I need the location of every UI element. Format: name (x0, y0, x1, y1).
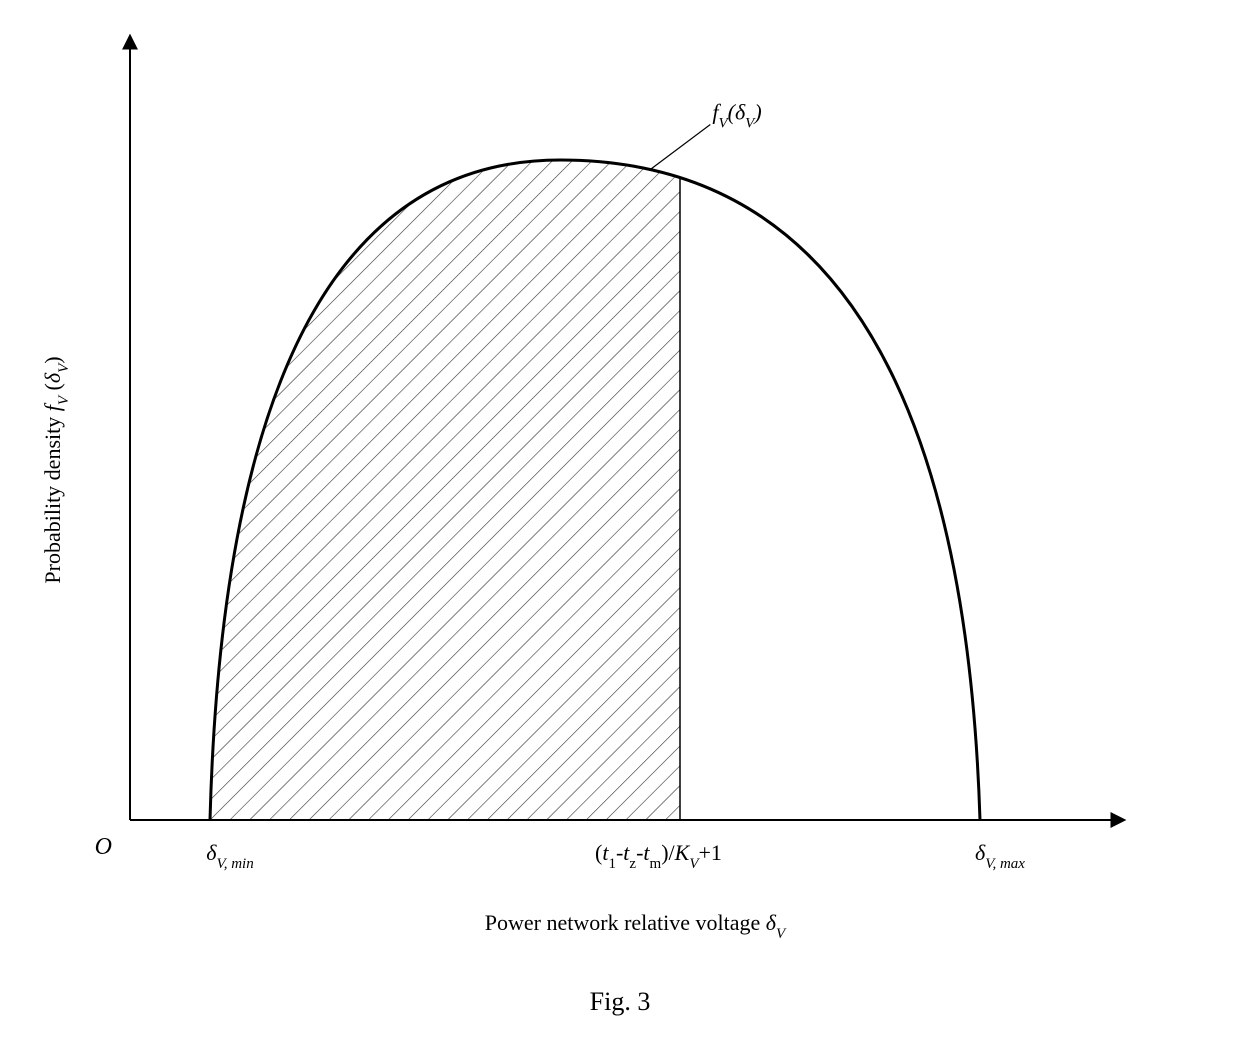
x-max-label: δV, max (975, 840, 1025, 872)
y-axis-label: Probability density fV (δV) (40, 356, 72, 583)
chart-svg: O Probability density fV (δV) Power netw… (0, 0, 1240, 1054)
curve-label: fV(δV) (712, 100, 761, 132)
x-cut-label: (t1-tz-tm)/KV+1 (595, 840, 722, 872)
x-axis-label: Power network relative voltage δV (485, 910, 787, 942)
shaded-area (210, 160, 680, 820)
probability-density-chart: O Probability density fV (δV) Power netw… (0, 0, 1240, 1054)
figure-caption: Fig. 3 (590, 987, 651, 1016)
origin-label: O (95, 834, 112, 860)
x-min-label: δV, min (206, 840, 253, 872)
curve-label-leader (650, 125, 710, 170)
